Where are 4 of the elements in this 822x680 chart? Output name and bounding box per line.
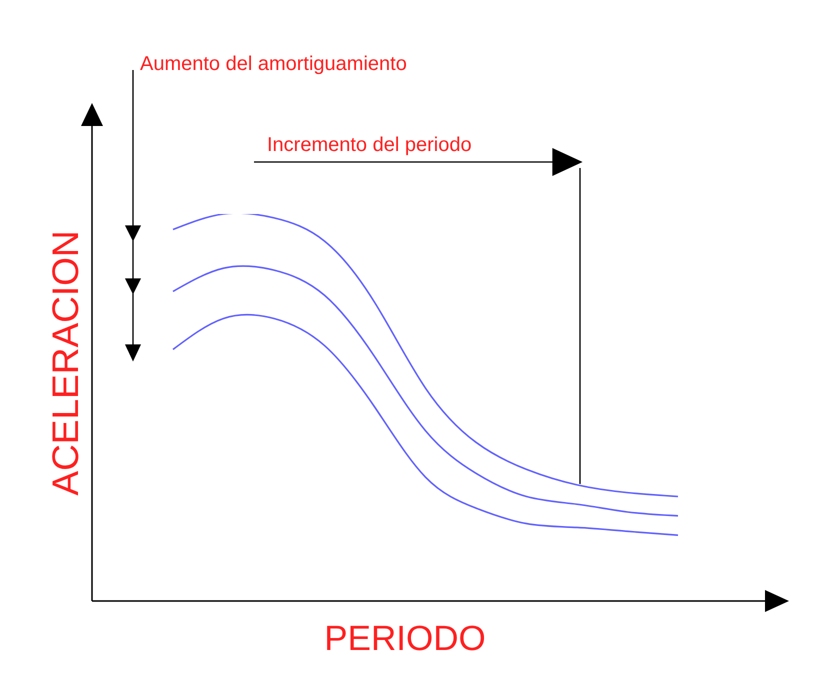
text: Incremento del periodo <box>267 134 472 156</box>
y-axis-title: ACELERACION <box>45 230 86 496</box>
text: Aumento del amortiguamiento <box>140 53 407 75</box>
x-axis-title: PERIODO <box>324 619 486 658</box>
